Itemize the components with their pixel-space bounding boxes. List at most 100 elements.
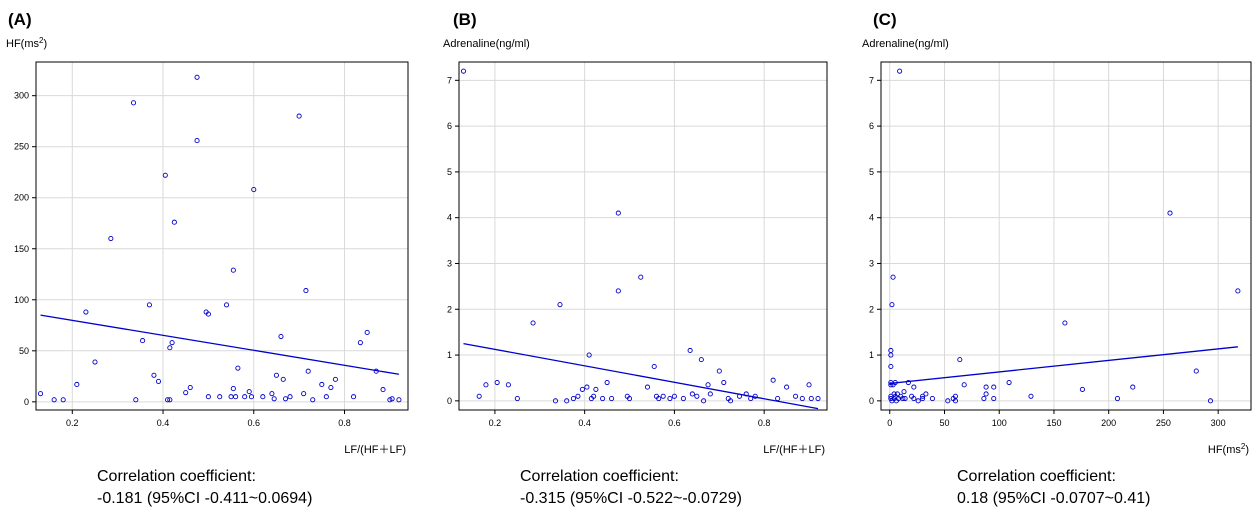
data-point-b-18	[600, 396, 606, 402]
data-point-b-36	[694, 393, 700, 399]
data-point-b-30	[660, 393, 666, 399]
data-point-c-39	[983, 391, 989, 397]
plot-frame-a	[35, 61, 409, 411]
y-axis-label-a: HF(ms2)	[6, 36, 47, 50]
data-point-a-34	[246, 389, 252, 395]
data-point-a-61	[396, 397, 402, 403]
data-point-a-30	[230, 267, 236, 273]
y-tick-label-c-5: 5	[869, 167, 874, 177]
data-point-c-20	[900, 396, 906, 402]
data-point-a-18	[171, 219, 177, 225]
data-point-a-29	[230, 386, 236, 392]
data-point-a-57	[373, 368, 379, 374]
caption-c: Correlation coefficient: 0.18 (95%CI -0.…	[957, 466, 1150, 510]
data-point-a-9	[140, 338, 146, 344]
y-tick-label-b-3: 3	[447, 258, 452, 268]
y-tick-label-a-3: 150	[14, 244, 29, 254]
y-tick-label-b-4: 4	[447, 213, 452, 223]
data-point-a-40	[273, 372, 279, 378]
data-point-a-10	[146, 302, 152, 308]
x-tick-label-c-3: 150	[1046, 418, 1061, 428]
data-point-b-8	[557, 302, 563, 308]
y-tick-label-c-0: 0	[869, 396, 874, 406]
panel-b: (B) Adrenaline(ng/ml) 0.2 0.4 0.6 0.8 0 1 2 3 4 5 6 7…	[443, 10, 828, 456]
caption-a-title: Correlation coefficient:	[97, 468, 256, 485]
data-point-b-0	[460, 68, 467, 74]
data-point-b-7	[552, 398, 559, 404]
data-point-a-47	[303, 288, 309, 294]
x-tick-label-c-6: 300	[1211, 418, 1226, 428]
data-point-b-5	[514, 396, 520, 402]
data-point-c-28	[920, 393, 926, 399]
data-point-c-30	[923, 391, 929, 397]
data-point-c-45	[1062, 320, 1068, 326]
data-point-a-26	[217, 394, 223, 400]
data-point-b-39	[705, 382, 711, 388]
x-tick-label-a-0: 0.2	[66, 418, 79, 428]
data-point-a-33	[242, 394, 248, 400]
data-point-b-44	[727, 398, 734, 404]
data-point-c-29	[920, 396, 926, 402]
x-tick-label-c-0: 0	[887, 418, 892, 428]
data-point-c-26	[911, 396, 917, 402]
data-point-c-22	[902, 396, 908, 402]
data-point-b-52	[793, 393, 799, 399]
data-point-a-41	[278, 333, 284, 340]
data-point-b-14	[586, 352, 592, 358]
data-point-b-19	[604, 379, 610, 386]
panel-c: (C) Adrenaline(ng/ml) 0 50 100 150 200 250 300 0 1…	[862, 10, 1252, 456]
data-point-a-44	[287, 394, 293, 400]
data-point-a-17	[169, 340, 175, 346]
caption-c-title: Correlation coefficient:	[957, 468, 1116, 485]
data-point-c-41	[991, 396, 997, 402]
data-point-a-54	[351, 394, 357, 400]
x-axis-label-c: HF(ms2)	[1208, 442, 1249, 456]
panel-a: (A) HF(ms2) 0.2 0.4 0.6 0.8 0 50 100 150 200 250 300…	[6, 10, 409, 456]
data-point-b-27	[651, 363, 657, 370]
x-tick-label-c-1: 50	[939, 418, 949, 428]
data-point-b-26	[644, 384, 651, 390]
data-point-b-37	[698, 357, 704, 363]
y-tick-label-c-1: 1	[869, 350, 874, 360]
regression-line-a	[40, 314, 400, 375]
data-point-a-13	[162, 172, 168, 178]
data-point-c-40	[983, 384, 989, 390]
data-point-a-20	[187, 384, 193, 391]
x-tick-label-b-3: 0.8	[758, 418, 771, 428]
data-point-b-54	[806, 382, 812, 388]
regression-line-b	[463, 342, 819, 410]
y-tick-label-b-6: 6	[447, 121, 452, 131]
data-point-b-1	[476, 393, 482, 399]
data-point-a-35	[248, 394, 255, 400]
data-point-a-6	[108, 236, 114, 242]
data-point-a-21	[194, 138, 200, 144]
x-tick-label-b-0: 0.2	[489, 418, 502, 428]
y-tick-label-c-7: 7	[869, 75, 874, 85]
y-tick-label-a-2: 100	[14, 295, 29, 305]
data-point-a-43	[282, 396, 289, 402]
data-point-c-38	[981, 396, 987, 402]
y-tick-label-a-0: 0	[24, 397, 29, 407]
data-point-b-25	[638, 274, 644, 280]
data-point-a-12	[155, 378, 162, 384]
data-point-a-52	[328, 384, 334, 391]
data-point-c-47	[1114, 396, 1120, 402]
data-point-b-4	[505, 382, 511, 388]
data-point-b-31	[667, 396, 673, 402]
x-tick-label-c-5: 250	[1156, 418, 1171, 428]
data-point-a-27	[223, 302, 230, 308]
data-point-b-56	[815, 396, 821, 402]
y-tick-label-c-3: 3	[869, 258, 874, 268]
data-point-b-11	[575, 393, 581, 399]
data-point-a-48	[305, 368, 311, 374]
data-point-a-36	[251, 187, 257, 193]
x-tick-label-c-2: 100	[992, 418, 1007, 428]
x-tick-label-a-2: 0.6	[247, 418, 260, 428]
data-point-a-53	[332, 376, 338, 382]
data-point-b-51	[784, 384, 790, 390]
data-point-a-7	[130, 100, 137, 106]
data-point-b-20	[609, 396, 615, 402]
caption-b: Correlation coefficient: -0.315 (95%CI -…	[520, 466, 742, 510]
y-tick-label-b-1: 1	[447, 350, 452, 360]
data-point-a-1	[51, 397, 57, 403]
